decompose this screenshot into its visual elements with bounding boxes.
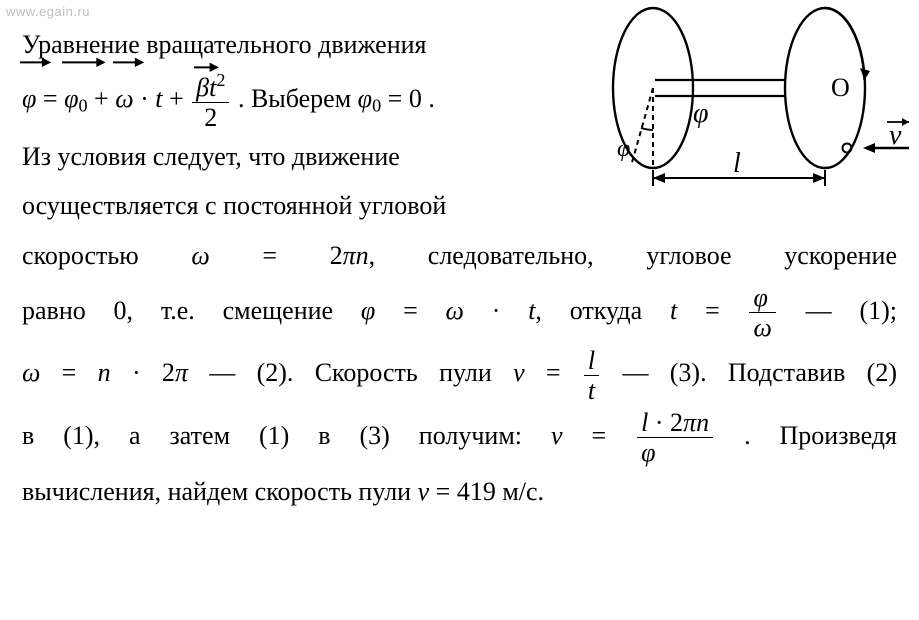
l6a: равно 0, т.е. смещение <box>22 296 361 325</box>
center-label: O <box>831 73 850 102</box>
l7a: — (2). Скорость пули <box>188 358 513 387</box>
v-result: 419 м/с <box>457 477 538 506</box>
t-den: ω <box>749 313 775 341</box>
angle-label-inner: φ <box>693 98 709 129</box>
line-5: скоростью ω = 2πn, следовательно, углово… <box>22 231 897 280</box>
l2b: . <box>422 84 435 113</box>
v-den: t <box>584 376 599 404</box>
l5a: скоростью <box>22 241 191 270</box>
line-9: вычисления, найдем скорость пули v = 419… <box>22 467 897 516</box>
l7b: — (3). Подставив (2) <box>622 358 897 387</box>
phi-sym: φ <box>22 84 36 113</box>
t-num: φ <box>749 284 775 313</box>
watermark-text: www.egain.ru <box>6 4 90 19</box>
line-3: Из условия следует, что движение <box>22 132 562 181</box>
l6b: , откуда <box>535 296 670 325</box>
l5b: , следовательно, угловое ускорение <box>369 241 897 270</box>
v-num: l <box>584 347 599 376</box>
l9a: вычисления, найдем скорость пули <box>22 477 418 506</box>
l8b: . Произведя <box>744 421 897 450</box>
line-6: равно 0, т.е. смещение φ = ω · t, откуда… <box>22 280 897 342</box>
velocity-label: v <box>889 120 902 151</box>
line-7: ω = n · 2π — (2). Скорость пули v = l t … <box>22 342 897 404</box>
l9b: . <box>538 477 545 506</box>
l2a: . Выберем <box>238 84 358 113</box>
phi0-val: 0 <box>409 84 422 113</box>
line-1: Уравнение вращательного движения <box>22 20 562 69</box>
angle-label-outer: φ <box>617 136 630 162</box>
line-8: в (1), а затем (1) в (3) получим: v = l … <box>22 405 897 467</box>
vf-den: φ <box>637 438 713 466</box>
line-2: φ = φ0 + ω · t + β t2 2 . Выб <box>22 69 562 131</box>
rotating-disks-diagram: O v φ φ l <box>573 0 913 200</box>
l6c: — (1); <box>806 296 897 325</box>
length-label: l <box>733 148 741 179</box>
l8a: в (1), а затем (1) в (3) получим: <box>22 421 551 450</box>
line-4: осуществляется с постоянной угловой <box>22 181 562 230</box>
omega-expr: 2πn <box>330 241 369 270</box>
